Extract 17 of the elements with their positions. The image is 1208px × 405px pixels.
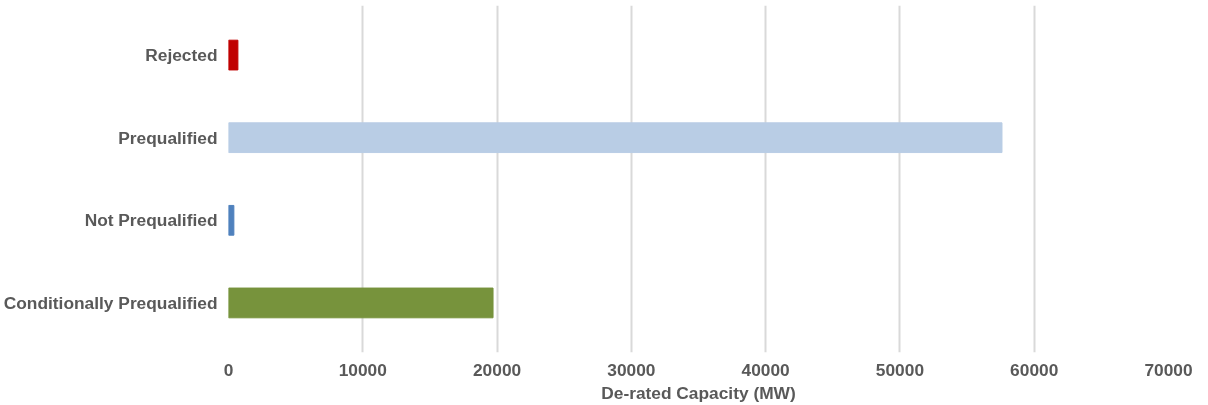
x-tick-label: 0 — [223, 359, 234, 380]
x-tick-label: 70000 — [1144, 359, 1193, 380]
x-tick-label: 40000 — [741, 359, 790, 380]
x-tick-label: 10000 — [338, 359, 387, 380]
bar — [228, 39, 239, 71]
y-tick-label: Not Prequalified — [84, 210, 218, 231]
x-tick-label: 50000 — [875, 359, 925, 380]
bar — [228, 287, 494, 319]
x-tick-label: 60000 — [1010, 359, 1059, 380]
y-tick-label: Conditionally Prequalified — [3, 292, 218, 313]
x-axis-title: De-rated Capacity (MW) — [601, 382, 796, 403]
y-tick-label: Rejected — [145, 45, 218, 66]
x-tick-label: 20000 — [472, 359, 522, 380]
x-tick-label: 30000 — [607, 359, 656, 380]
bar — [228, 122, 1003, 154]
y-tick-label: Prequalified — [118, 127, 218, 148]
bar — [228, 204, 235, 236]
